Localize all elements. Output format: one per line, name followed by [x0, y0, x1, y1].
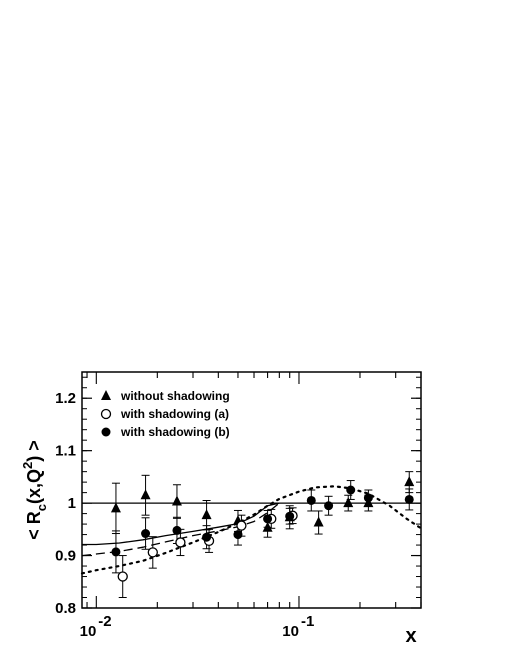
marker-series-1	[117, 571, 128, 582]
y-tick-label: 1.2	[55, 390, 76, 407]
curve-dotted-3	[80, 485, 423, 575]
y-label-post: ) >	[24, 440, 44, 462]
error-bars	[111, 471, 414, 599]
curve-solid-1	[82, 502, 280, 546]
marker-series-0	[201, 509, 212, 520]
y-tick-labels: 0.8 0.9 1 1.1 1.2	[55, 390, 76, 617]
marker-series-0	[262, 521, 273, 532]
y-tick-label: 1.1	[55, 443, 76, 460]
x-tick-base: 10	[80, 623, 97, 640]
x-tick-base: 10	[282, 623, 299, 640]
plot-frame	[81, 371, 422, 609]
y-label-sup: 2	[20, 462, 35, 469]
legend-marker-1	[100, 408, 112, 420]
marker-series-2	[306, 495, 316, 505]
marker-series-2	[363, 493, 373, 503]
data-markers	[110, 476, 415, 582]
marker-series-0	[110, 502, 121, 513]
legend-label-1: with shadowing (a)	[120, 407, 229, 421]
y-label-mid: (x,Q	[24, 469, 44, 504]
legend-marker-2	[101, 427, 111, 437]
marker-series-0	[404, 476, 415, 487]
marker-series-0	[343, 497, 354, 508]
marker-series-2	[172, 525, 182, 535]
axis-ticks	[82, 372, 422, 609]
y-label-pre: < R	[24, 511, 44, 540]
y-tick-label: 0.8	[55, 600, 76, 617]
marker-series-2	[202, 532, 212, 542]
marker-series-0	[171, 495, 182, 506]
marker-series-2	[404, 494, 414, 504]
marker-series-2	[324, 501, 334, 511]
marker-series-2	[233, 530, 243, 540]
marker-series-1	[175, 537, 186, 548]
marker-series-0	[140, 489, 151, 500]
legend: without shadowing with shadowing (a) with …	[100, 389, 230, 439]
x-tick-label: 10	[282, 623, 299, 640]
x-tick-labels: 10-210-1	[80, 613, 315, 640]
x-tick-exponent: -1	[301, 613, 314, 630]
y-axis-label: < Rc(x,Q2) >	[20, 440, 49, 540]
marker-series-1	[147, 547, 158, 558]
marker-series-2	[111, 547, 121, 557]
marker-series-1	[236, 520, 247, 531]
y-label-sub: c	[34, 504, 49, 511]
marker-series-2	[141, 529, 151, 539]
x-tick-label: 10	[80, 623, 97, 640]
y-tick-label: 0.9	[55, 548, 76, 565]
y-tick-label: 1	[68, 495, 76, 512]
legend-marker-0	[101, 390, 111, 400]
x-axis-label: x	[405, 625, 416, 647]
marker-series-2	[263, 514, 273, 524]
x-tick-exponent: -2	[98, 613, 111, 630]
marker-series-2	[285, 511, 295, 521]
marker-series-0	[313, 516, 324, 527]
legend-label-2: with shadowing (b)	[120, 425, 230, 439]
legend-label-0: without shadowing	[120, 389, 230, 403]
marker-series-2	[346, 485, 356, 495]
